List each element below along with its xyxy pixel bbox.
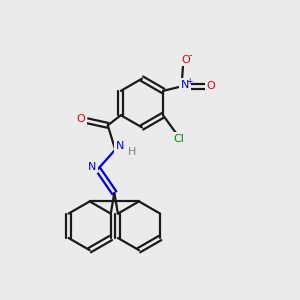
Text: O: O — [181, 55, 190, 64]
Text: N: N — [88, 162, 96, 172]
Text: O: O — [77, 114, 85, 124]
Text: -: - — [189, 50, 193, 60]
Text: +: + — [186, 76, 193, 85]
Text: H: H — [128, 147, 137, 157]
Text: N: N — [116, 141, 124, 151]
Text: Cl: Cl — [173, 134, 184, 144]
Text: N: N — [181, 80, 189, 90]
Text: O: O — [207, 81, 216, 91]
